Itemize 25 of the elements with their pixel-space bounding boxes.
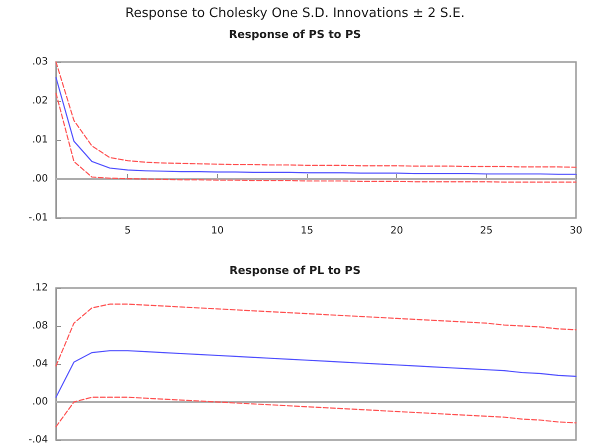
x-tick-label: 30 [570, 226, 582, 236]
line-series [55, 396, 577, 428]
y-tick-label: .08 [32, 320, 48, 332]
line-series [55, 92, 577, 183]
x-tick-label: 20 [390, 226, 404, 236]
chart-title: Response to Cholesky One S.D. Innovations ± 2 S.E. [125, 6, 465, 21]
y-tick-label: -.04 [28, 434, 48, 446]
y-tick-label: .02 [32, 96, 48, 106]
line-series [55, 350, 577, 398]
x-tick-label: 25 [480, 226, 493, 236]
line-series [55, 61, 577, 168]
line-series [55, 77, 577, 175]
y-tick-label: .03 [32, 56, 48, 68]
x-tick-label: 5 [124, 226, 131, 236]
line-series [55, 304, 577, 366]
x-tick-label: 10 [211, 226, 224, 236]
chart-title: Response of PL to PS [229, 264, 361, 277]
y-tick-label: .04 [32, 358, 48, 370]
x-tick-label: 15 [300, 226, 314, 236]
chart-subtitle: Response of PS to PS [228, 28, 362, 41]
y-tick-label: -.01 [28, 212, 48, 224]
y-tick-label: .00 [32, 396, 48, 408]
y-tick-label: .00 [32, 174, 48, 184]
y-tick-label: .01 [32, 134, 48, 146]
y-tick-label: .12 [32, 282, 48, 294]
